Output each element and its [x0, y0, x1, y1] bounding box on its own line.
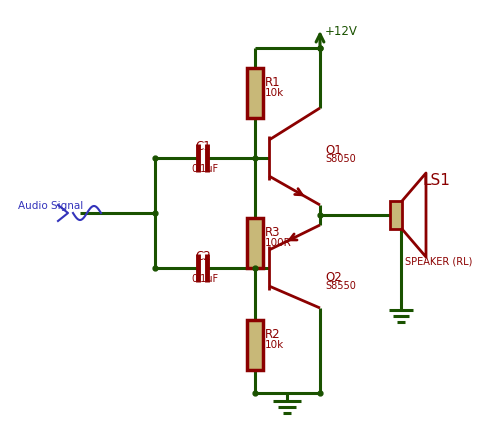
- Bar: [247, 218, 263, 268]
- Text: 0.1uF: 0.1uF: [191, 274, 218, 284]
- Bar: [390, 201, 402, 229]
- Text: C1: C1: [195, 140, 211, 153]
- Text: R1: R1: [265, 76, 281, 89]
- Text: Q1: Q1: [325, 143, 342, 156]
- Bar: [247, 320, 263, 370]
- Text: Audio Signal: Audio Signal: [18, 201, 83, 211]
- Text: 0.1uF: 0.1uF: [191, 164, 218, 174]
- Text: 100R: 100R: [265, 238, 292, 248]
- Text: C2: C2: [195, 250, 211, 263]
- Bar: [247, 68, 263, 118]
- Text: R2: R2: [265, 328, 281, 341]
- Text: S8050: S8050: [325, 154, 356, 164]
- Text: +12V: +12V: [325, 25, 358, 38]
- Text: R3: R3: [265, 226, 281, 239]
- Text: 10k: 10k: [265, 88, 284, 98]
- Text: SPEAKER (RL): SPEAKER (RL): [405, 257, 472, 267]
- Text: S8550: S8550: [325, 281, 356, 291]
- Text: LS1: LS1: [422, 173, 450, 188]
- Text: 10k: 10k: [265, 340, 284, 350]
- Text: Q2: Q2: [325, 270, 342, 283]
